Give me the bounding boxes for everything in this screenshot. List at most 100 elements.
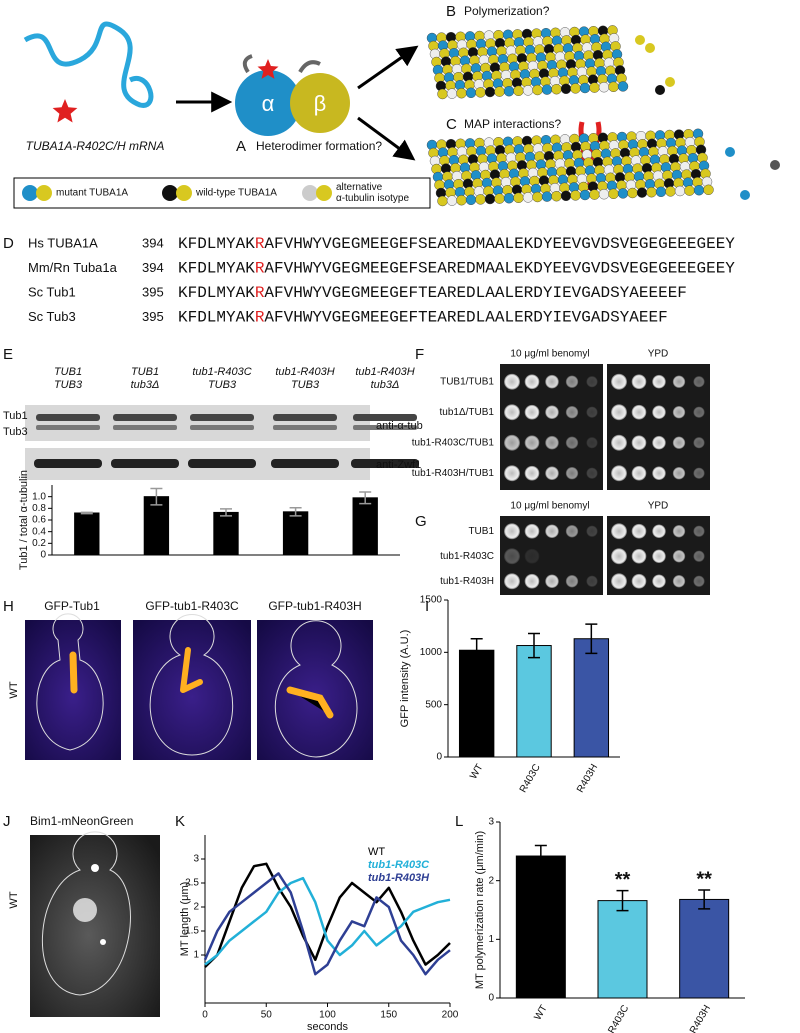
- colony-spot: [565, 525, 579, 538]
- band: [271, 459, 339, 468]
- legend-entry: tub1-R403H: [368, 872, 430, 884]
- x-tick-label: R403H: [575, 762, 600, 794]
- colony-spot: [586, 467, 598, 479]
- lane-label: tub3Δ: [131, 379, 160, 391]
- colony-spot: [524, 435, 540, 451]
- colony-spot: [611, 523, 627, 540]
- legend-swatch: [176, 185, 192, 201]
- colony-spot: [504, 523, 520, 540]
- strain-label: TUB1/TUB1: [440, 376, 494, 387]
- colony-spot: [504, 465, 520, 482]
- tubulin: [484, 86, 496, 98]
- tubulin: [725, 147, 735, 157]
- y-tick-label: 0.4: [32, 526, 46, 537]
- band: [113, 414, 177, 421]
- tubulin: [522, 192, 534, 203]
- condition: YPD: [648, 349, 669, 360]
- condition: 10 μg/ml benomyl: [510, 349, 589, 360]
- sequence: KFDLMYAKRAFVHWYVGEGMEEGEFSEAREDMAALEKDYE…: [178, 235, 735, 253]
- y-tick-label: 0: [436, 752, 442, 763]
- y-tick-label: 3: [193, 854, 199, 865]
- panel-label: I: [425, 598, 429, 615]
- x-tick-label: R403H: [688, 1003, 713, 1033]
- y-tick-label: 0.8: [32, 503, 46, 514]
- tail: [242, 54, 321, 74]
- strain-label: tub1-R403H/TUB1: [412, 468, 495, 479]
- y-tick-label: 2: [193, 902, 199, 913]
- colony-spot: [545, 374, 559, 389]
- colony-spot: [565, 406, 579, 419]
- sequence-part: R: [255, 235, 265, 253]
- colony-spot: [631, 404, 647, 420]
- cell-outline: [149, 614, 233, 756]
- tubulin: [437, 195, 448, 207]
- band: [353, 425, 417, 430]
- colony-spot: [504, 404, 520, 421]
- y-tick-label: 1.0: [32, 491, 46, 502]
- colony-spot: [545, 466, 559, 481]
- colony-spot: [672, 436, 686, 449]
- spindle: [180, 647, 203, 693]
- x-tick-label: 150: [380, 1010, 397, 1021]
- strain-label: tub1-R403C/TUB1: [412, 437, 495, 448]
- tubulin: [579, 82, 591, 94]
- panel-label: F: [415, 346, 424, 363]
- colony-spot: [611, 404, 627, 421]
- bim1-focus: [91, 864, 99, 872]
- tubulin: [465, 87, 477, 99]
- bar: [74, 512, 100, 556]
- strain-label: tub1-R403H: [440, 576, 494, 587]
- tubulin: [570, 190, 581, 201]
- arrow: [357, 45, 419, 90]
- colony-spot: [524, 523, 540, 539]
- mutation-star: [257, 59, 279, 79]
- spindle: [69, 651, 78, 694]
- tubulin: [532, 84, 543, 96]
- band: [190, 414, 254, 421]
- x-tick-label: WT: [468, 762, 485, 781]
- tubulin: [608, 188, 619, 200]
- legend-swatch: [22, 185, 38, 201]
- tubulin: [522, 85, 534, 96]
- tubulin: [627, 187, 638, 199]
- nucleus: [73, 898, 97, 922]
- error-bar: [616, 889, 629, 912]
- antibody-label: anti-α-tub: [376, 420, 423, 432]
- colony-spot: [504, 373, 520, 390]
- sequence-part: KFDLMYAK: [178, 235, 255, 253]
- colony-spot: [545, 405, 559, 420]
- significance: **: [615, 869, 631, 891]
- error-bar: [534, 844, 547, 868]
- tubulin: [655, 186, 667, 198]
- colony-spot: [631, 548, 647, 564]
- y-tick-label: 2.5: [185, 878, 199, 889]
- tubulin: [503, 192, 515, 204]
- colony-spot: [672, 406, 686, 419]
- panel-a: TUBA1A-R402C/H mRNA α β A Heterodimer fo…: [13, 3, 602, 209]
- colony-spot: [631, 573, 647, 589]
- tubulin: [456, 87, 467, 99]
- colony-spot: [524, 404, 540, 420]
- legend-swatch: [162, 185, 178, 201]
- arrow: [357, 116, 416, 161]
- start-position: 394: [142, 235, 164, 250]
- row-label: WT: [8, 681, 20, 698]
- colony-spot: [631, 465, 647, 481]
- sequence-part: KFDLMYAK: [178, 260, 255, 278]
- tubulin: [503, 85, 515, 97]
- sequence-part: AFVHWYVGEGMEEGEFTEAREDLAALERDYIEVGADSYAE…: [264, 309, 667, 327]
- colony-spot: [524, 465, 540, 481]
- tubulin: [770, 160, 780, 170]
- tubulin: [617, 81, 629, 92]
- band-label: Tub1: [3, 410, 28, 422]
- species: Sc Tub1: [28, 284, 76, 299]
- bar: [213, 511, 239, 556]
- tubulin: [513, 192, 524, 204]
- panel-label: E: [3, 346, 13, 363]
- cell-outline: [275, 620, 358, 758]
- tubulin: [598, 81, 610, 93]
- band: [188, 459, 256, 468]
- sequence-part: R: [255, 309, 265, 327]
- band: [113, 425, 177, 430]
- colony-spot: [652, 524, 666, 539]
